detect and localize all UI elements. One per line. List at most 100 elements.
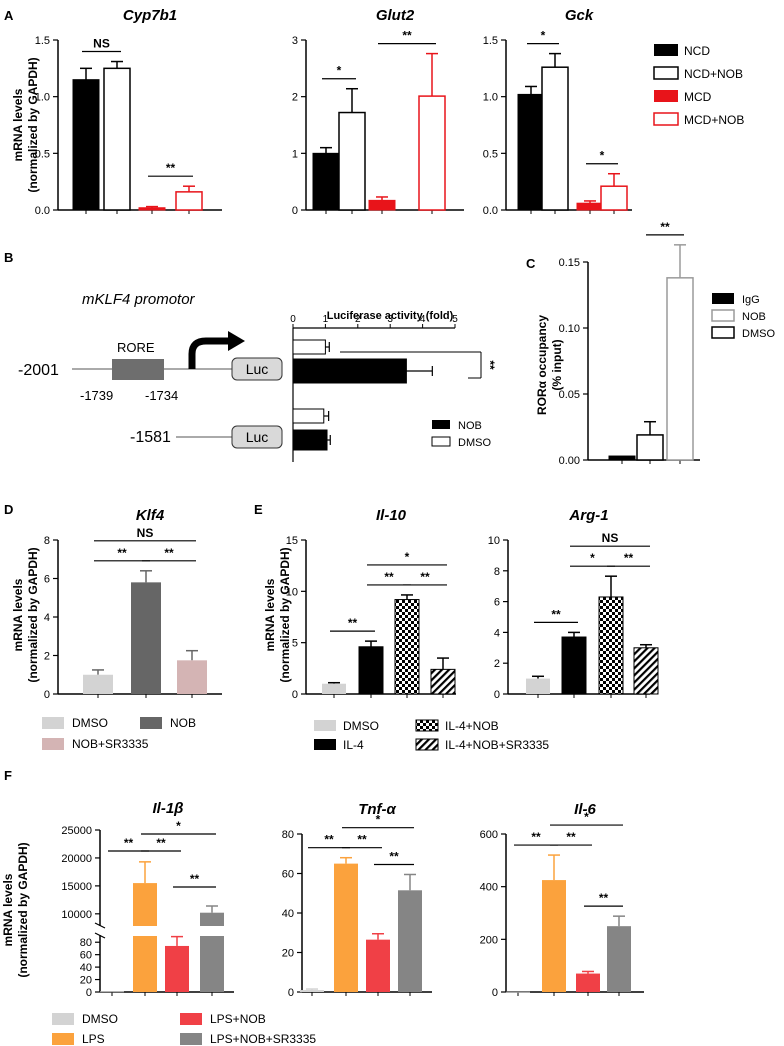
bar-dmso: [300, 990, 324, 992]
chart-title: Arg-1: [568, 507, 608, 524]
x-tick-label: 3: [387, 314, 393, 325]
y-tick-label: 20: [80, 975, 92, 987]
significance-label: *: [376, 813, 381, 827]
bar-lps-nob: [366, 939, 390, 992]
legend-swatch-c-igg: [712, 293, 734, 304]
legend-label-ncd: NCD: [684, 44, 710, 58]
y-tick-label: 40: [282, 908, 294, 920]
y-tick-label: 0: [494, 689, 500, 701]
y-tick-label: 0: [44, 689, 50, 701]
x-tick-label: 1: [323, 314, 329, 325]
y-axis-label-f-1: mRNA levels: [1, 873, 15, 946]
x-tick-label: 4: [420, 314, 426, 325]
bar-il-4-nob-sr3335: [430, 668, 456, 695]
legend-label-e-il4: IL-4: [343, 738, 364, 752]
bar-dmso: [322, 683, 346, 694]
significance-label: **: [164, 546, 174, 560]
bar-il-4-nob: [394, 599, 420, 695]
promoter-title: mKLF4 promotor: [82, 291, 196, 308]
y-tick-label: 6: [44, 574, 50, 586]
bar-ncd-nob: [338, 111, 366, 211]
significance-label: **: [660, 220, 670, 234]
bar-lps: [334, 863, 358, 992]
y-tick-label: 60: [80, 950, 92, 962]
pos-1734: -1734: [145, 388, 178, 403]
significance-label: **: [402, 29, 412, 43]
bar-igg: [608, 455, 636, 461]
bar-dmso: [506, 991, 530, 993]
y-tick-label: 1: [292, 148, 298, 160]
luc-label-2: Luc: [246, 429, 269, 445]
y-tick-label: 60: [282, 869, 294, 881]
luciferase-axis-title: Luciferase activity (fold): [327, 310, 454, 322]
bar-mcd-nob: [600, 185, 628, 211]
y-tick-label: 6: [494, 597, 500, 609]
chart-ror-occupancy: 0.00 0.05 0.10 0.15 **: [559, 220, 700, 467]
y-tick-label: 20000: [61, 853, 92, 865]
legend-a: NCD NCD+NOB MCD MCD+NOB: [653, 44, 744, 127]
significance-label: NS: [137, 526, 154, 540]
y-tick-label: 5: [292, 638, 298, 650]
legend-label-d-nob-sr3335: NOB+SR3335: [72, 737, 149, 751]
x-tick-label: 0: [290, 314, 296, 325]
significance-label: **: [624, 551, 634, 565]
significance-label: **: [384, 570, 394, 584]
y-tick-label: 1.5: [483, 35, 498, 47]
y-tick-label: 2: [44, 651, 50, 663]
bar-il-4: [358, 646, 384, 695]
legend-label-e-il4-nob: IL-4+NOB: [445, 719, 499, 733]
chart-cyp7b1: 0.0 0.5 1.0 1.5 NS ** Cyp7b1: [35, 7, 222, 217]
chart-klf4: 0 2 4 6 8 ** ** NS Klf4: [44, 507, 222, 701]
significance-label: NS: [93, 37, 110, 51]
y-tick-label: 15: [286, 535, 298, 547]
legend-swatch-f-lps-nob-sr3335: [180, 1033, 202, 1045]
y-tick-label: 40: [80, 962, 92, 974]
bar-il-4-nob-sr3335: [633, 647, 659, 695]
legend-label-f-dmso: DMSO: [82, 1012, 118, 1026]
y-tick-label: 2: [292, 92, 298, 104]
legend-label-c-igg: IgG: [742, 294, 760, 306]
y-tick-label: 10: [488, 535, 500, 547]
legend-swatch-b-dmso: [431, 436, 451, 447]
y-tick-label: 8: [44, 535, 50, 547]
chart-title: Il-6: [574, 801, 596, 818]
legend-e: DMSO IL-4+NOB IL-4 IL-4+NOB+SR3335: [314, 719, 549, 752]
bar-il-4-nob: [598, 596, 624, 695]
legend-label-ncd-nob: NCD+NOB: [684, 67, 743, 81]
significance-label: **: [566, 830, 576, 844]
legend-swatch-mcd-nob: [653, 112, 679, 126]
promoter-title-prefix: m: [82, 291, 95, 308]
bar-ncd-nob: [541, 66, 569, 211]
legend-swatch-c-dmso: [711, 326, 735, 339]
legend-label-mcd-nob: MCD+NOB: [684, 113, 744, 127]
y-tick-label: 10000: [61, 909, 92, 921]
legend-swatch-e-il4-nob-sr3335: [415, 738, 439, 751]
legend-swatch-f-lps-nob: [180, 1013, 202, 1025]
y-tick-label: 0: [292, 205, 298, 217]
significance-label: NS: [602, 531, 619, 545]
y-axis-label-f-2: (normalized by GAPDH): [16, 842, 30, 977]
significance-label: **: [348, 616, 358, 630]
panel-label-c: C: [526, 256, 536, 271]
bar-lps-nob-sr3335-upper: [200, 912, 224, 926]
legend-label-b-nob: NOB: [458, 420, 482, 432]
significance-label: *: [590, 551, 595, 565]
legend-label-mcd: MCD: [684, 90, 712, 104]
legend-label-c-nob: NOB: [742, 311, 766, 323]
significance-label: **: [599, 891, 609, 905]
y-tick-label: 4: [494, 627, 500, 639]
y-tick-label: 0.0: [483, 205, 498, 217]
legend-swatch-f-lps: [52, 1033, 74, 1045]
bar-lps-nob-sr3335: [398, 890, 422, 992]
bar-lps: [542, 880, 566, 992]
bar-lps-nob: [576, 973, 600, 992]
legend-d: DMSO NOB NOB+SR3335: [42, 716, 196, 751]
legend-swatch-f-dmso: [52, 1013, 74, 1025]
legend-label-c-dmso: DMSO: [742, 328, 775, 340]
luciferase-sig-label: **: [483, 360, 497, 370]
y-tick-label: 2: [494, 658, 500, 670]
legend-swatch-ncd: [654, 44, 678, 56]
chart-title: Gck: [565, 7, 594, 24]
